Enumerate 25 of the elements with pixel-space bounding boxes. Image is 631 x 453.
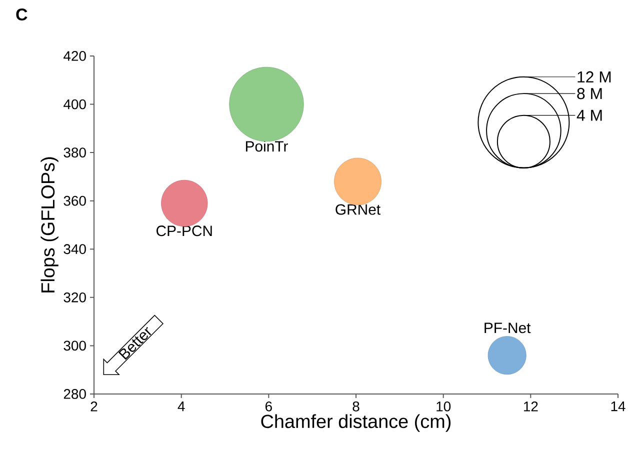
- y-tick-label: 320: [64, 292, 86, 302]
- x-tick-label: 14: [611, 402, 626, 412]
- x-tick-label: 8: [352, 401, 360, 412]
- x-tick-label: 12: [524, 401, 538, 412]
- x-tick-label: 4: [178, 402, 185, 412]
- legend-label: 4 M: [576, 110, 602, 121]
- series-label: PF-Net: [484, 322, 531, 334]
- y-tick-label: 300: [64, 340, 86, 351]
- y-tick-label: 360: [64, 196, 86, 206]
- y-axis-title: Flops (GFLOPs): [40, 157, 58, 292]
- x-tick-label: 2: [90, 401, 98, 412]
- y-tick-label: 380: [64, 148, 86, 158]
- x-axis-title: Chamfer distance (cm): [261, 414, 451, 432]
- x-tick-label: 6: [266, 401, 272, 412]
- legend-label: 8 M: [577, 88, 602, 100]
- x-tick-label: 10: [436, 401, 451, 412]
- series-label: GRNet: [336, 204, 380, 215]
- y-tick-label: 280: [64, 389, 86, 399]
- y-tick-label: 420: [64, 51, 86, 61]
- y-tick-label: 400: [64, 99, 86, 110]
- series-label: PoinTr: [246, 140, 288, 152]
- y-tick-label: 340: [64, 244, 86, 254]
- legend-label: 12 M: [578, 71, 611, 82]
- series-label: CP-PCN: [156, 226, 212, 236]
- chart-title: C: [16, 8, 28, 21]
